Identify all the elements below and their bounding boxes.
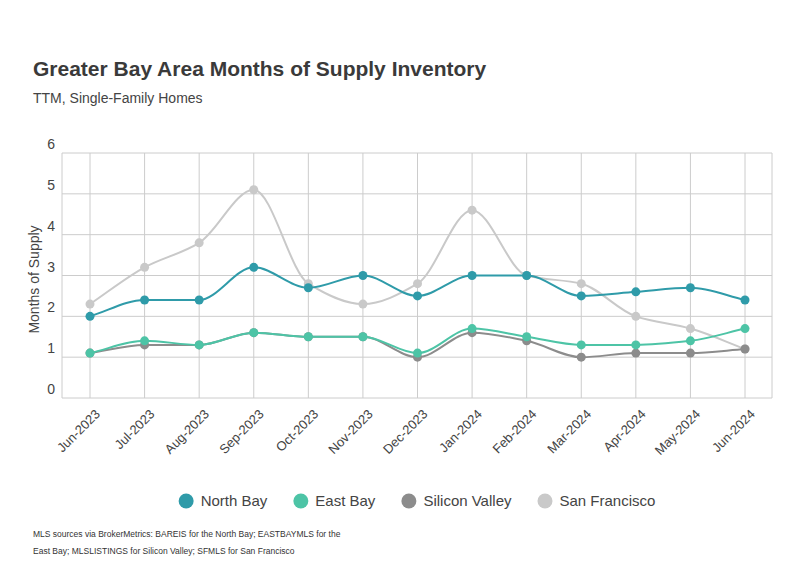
x-tick-label: May-2024: [652, 406, 703, 457]
x-tick-label: Jun-2024: [709, 406, 758, 455]
series-marker: [358, 300, 367, 309]
legend-swatch: [401, 494, 416, 509]
series-marker: [195, 340, 204, 349]
series-marker: [413, 349, 422, 358]
series-line: [90, 190, 745, 349]
y-tick-label: 0: [47, 381, 55, 397]
series-marker: [249, 328, 258, 337]
series-marker: [249, 185, 258, 194]
series-marker: [686, 349, 695, 358]
series-marker: [249, 263, 258, 272]
series-marker: [741, 296, 750, 305]
y-axis-label: Months of Supply: [26, 225, 42, 333]
series-marker: [140, 296, 149, 305]
series-marker: [631, 287, 640, 296]
legend: North Bay East Bay Silicon Valley San Franc…: [179, 492, 656, 509]
series-line: [90, 267, 745, 316]
x-grid-line: [745, 153, 746, 398]
chart: Greater Bay Area Months of Supply Invent…: [0, 0, 801, 575]
series-marker: [522, 271, 531, 280]
y-tick-label: 4: [47, 218, 55, 234]
series-marker: [522, 332, 531, 341]
y-tick-label: 6: [47, 136, 55, 152]
series-marker: [577, 279, 586, 288]
series-marker: [413, 279, 422, 288]
source-note: MLS sources via BrokerMetrics: BAREIS fo…: [33, 526, 351, 560]
x-tick-label: Apr-2024: [600, 406, 648, 454]
series-marker: [686, 283, 695, 292]
x-tick-label: Dec-2023: [380, 406, 430, 456]
series-marker: [686, 324, 695, 333]
x-grid-line: [90, 153, 91, 398]
x-tick-label: Jul-2023: [112, 406, 158, 452]
legend-swatch: [179, 494, 194, 509]
y-tick-label: 1: [47, 340, 55, 356]
series-marker: [86, 349, 95, 358]
x-grid-line: [635, 153, 636, 398]
series-marker: [741, 345, 750, 354]
series-marker: [195, 340, 204, 349]
series-marker: [195, 238, 204, 247]
legend-label: Silicon Valley: [423, 492, 512, 509]
y-tick-label: 3: [47, 259, 55, 275]
x-tick-label: Nov-2023: [325, 406, 375, 456]
series-marker: [249, 328, 258, 337]
series-marker: [522, 271, 531, 280]
subtitle: TTM, Single-Family Homes: [33, 90, 203, 106]
x-grid-line: [199, 153, 200, 398]
series-marker: [468, 206, 477, 215]
series-marker: [631, 312, 640, 321]
legend-swatch: [537, 494, 552, 509]
x-grid-line: [308, 153, 309, 398]
legend-label: North Bay: [201, 492, 268, 509]
x-tick-label: Oct-2023: [273, 406, 321, 454]
series-marker: [577, 340, 586, 349]
title: Greater Bay Area Months of Supply Invent…: [33, 57, 486, 80]
x-tick-label: Feb-2024: [490, 406, 540, 456]
series-marker: [631, 349, 640, 358]
x-tick-label: Jan-2024: [436, 406, 485, 455]
series-marker: [741, 324, 750, 333]
grid: [62, 153, 772, 398]
series-marker: [686, 336, 695, 345]
series-marker: [468, 271, 477, 280]
series-marker: [358, 271, 367, 280]
series-marker: [358, 332, 367, 341]
series-marker: [86, 312, 95, 321]
plot-border: [772, 153, 773, 398]
plot-area: [86, 185, 750, 361]
series-marker: [86, 300, 95, 309]
series-marker: [577, 291, 586, 300]
x-tick-label: Mar-2024: [544, 406, 594, 456]
series-marker: [413, 291, 422, 300]
y-tick-label: 5: [47, 177, 55, 193]
series-marker: [577, 353, 586, 362]
series-marker: [195, 296, 204, 305]
series-marker: [86, 349, 95, 358]
series-marker: [741, 345, 750, 354]
series-marker: [304, 332, 313, 341]
series-marker: [468, 324, 477, 333]
x-tick-label: Aug-2023: [162, 406, 212, 456]
plot-border: [62, 153, 63, 398]
x-tick-label: Jun-2023: [54, 406, 103, 455]
series-marker: [304, 283, 313, 292]
series-marker: [304, 332, 313, 341]
series-marker: [358, 332, 367, 341]
series-marker: [140, 336, 149, 345]
x-grid-line: [144, 153, 145, 398]
x-tick-label: Sep-2023: [216, 406, 266, 456]
legend-label: East Bay: [315, 492, 376, 509]
legend-swatch: [293, 494, 308, 509]
series-marker: [140, 263, 149, 272]
legend-label: San Francisco: [559, 492, 655, 509]
x-grid-line: [690, 153, 691, 398]
y-tick-label: 2: [47, 299, 55, 315]
series-marker: [631, 340, 640, 349]
